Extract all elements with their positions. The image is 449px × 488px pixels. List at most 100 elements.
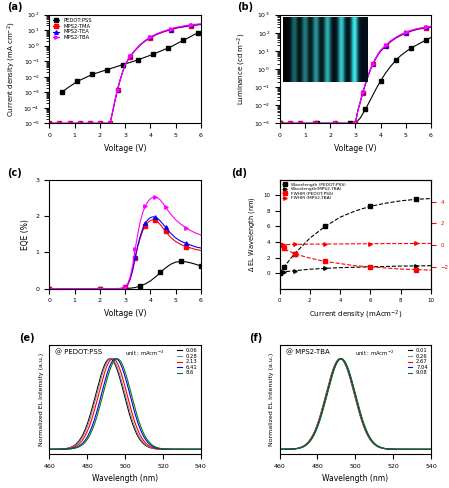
MPS2-TEA bbox=[130, 266, 136, 272]
MPS2-TEA bbox=[77, 121, 82, 126]
MPS2-TBA bbox=[145, 199, 150, 204]
MPS2-TMA bbox=[84, 285, 90, 291]
MPS2-TMA bbox=[153, 32, 158, 38]
MPS2-TEA bbox=[112, 98, 118, 103]
2.13 bbox=[171, 447, 176, 452]
MPS2-TEA bbox=[62, 121, 67, 126]
MPS2-TBA bbox=[115, 87, 120, 93]
0.26 bbox=[277, 447, 282, 452]
6.41 bbox=[129, 398, 134, 404]
MPS2-TBA bbox=[128, 53, 133, 59]
MPS2-TEA bbox=[123, 284, 128, 290]
Wavelength (PEDOT:PSS) bbox=[428, 196, 434, 202]
FWHM (PEDOT:PSS) bbox=[307, 255, 313, 261]
PEDOT:PSS bbox=[100, 68, 105, 74]
MPS2-TMA bbox=[102, 121, 108, 126]
0.01 bbox=[401, 447, 407, 452]
MPS2-TBA bbox=[153, 31, 158, 37]
FWHM (MPS2-TBA) bbox=[368, 241, 373, 246]
MPS2-TEA bbox=[97, 285, 102, 291]
MPS2-TEA bbox=[140, 225, 145, 231]
Wavelength(MPS2-TBA) bbox=[282, 269, 287, 275]
MPS2-TEA bbox=[135, 243, 141, 248]
MPS2-TEA bbox=[173, 235, 178, 241]
MPS2-TBA bbox=[100, 121, 105, 126]
PEDOT:PSS bbox=[198, 263, 203, 269]
MPS2-TBA bbox=[84, 121, 90, 126]
MPS2-TMA bbox=[143, 223, 148, 229]
9.08 bbox=[401, 447, 407, 452]
8.6 bbox=[198, 447, 203, 452]
MPS2-TMA bbox=[117, 77, 123, 83]
MPS2-TMA bbox=[148, 218, 153, 224]
Wavelength(MPS2-TBA) bbox=[299, 267, 305, 273]
MPS2-TEA bbox=[84, 121, 90, 126]
MPS2-TMA bbox=[178, 242, 183, 247]
MPS2-TMA bbox=[145, 220, 150, 225]
0.28 bbox=[171, 447, 176, 452]
MPS2-TBA bbox=[57, 121, 62, 126]
MPS2-TBA bbox=[62, 121, 67, 126]
MPS2-TMA bbox=[163, 228, 168, 234]
0.28 bbox=[120, 382, 125, 387]
MPS2-TMA bbox=[49, 121, 55, 126]
MPS2-TEA bbox=[75, 121, 80, 126]
MPS2-TEA bbox=[183, 241, 189, 246]
MPS2-TEA bbox=[145, 217, 150, 223]
MPS2-TBA bbox=[168, 211, 173, 217]
Wavelength(MPS2-TBA) bbox=[277, 270, 283, 276]
7.04 bbox=[401, 447, 407, 452]
MPS2-TMA bbox=[173, 25, 178, 31]
MPS2-TEA bbox=[132, 254, 138, 260]
9.08 bbox=[277, 447, 282, 452]
MPS2-TEA bbox=[100, 121, 105, 126]
MPS2-TBA bbox=[64, 121, 70, 126]
MPS2-TBA bbox=[158, 197, 163, 203]
9.08 bbox=[350, 381, 356, 386]
MPS2-TBA bbox=[107, 121, 113, 126]
MPS2-TEA bbox=[107, 121, 113, 126]
2.67 bbox=[349, 380, 355, 386]
FWHM (MPS2-TBA) bbox=[292, 242, 297, 247]
MPS2-TMA bbox=[57, 121, 62, 126]
PEDOT:PSS bbox=[168, 262, 173, 267]
PEDOT:PSS bbox=[47, 285, 52, 291]
Wavelength (PEDOT:PSS) bbox=[383, 200, 388, 206]
8.6 bbox=[171, 447, 176, 452]
MPS2-TEA bbox=[115, 87, 120, 93]
MPS2-TEA bbox=[163, 28, 168, 34]
9.08 bbox=[339, 356, 344, 362]
2.67 bbox=[277, 447, 282, 452]
Text: @ MPS2-TBA: @ MPS2-TBA bbox=[286, 348, 330, 355]
Text: unit : mAcm$^{-2}$: unit : mAcm$^{-2}$ bbox=[125, 348, 164, 358]
Line: PEDOT:PSS: PEDOT:PSS bbox=[60, 31, 200, 94]
MPS2-TEA bbox=[188, 22, 194, 28]
MPS2-TMA bbox=[87, 121, 92, 126]
MPS2-TEA bbox=[47, 285, 52, 291]
PEDOT:PSS bbox=[193, 262, 198, 267]
MPS2-TBA bbox=[95, 121, 100, 126]
8.6 bbox=[137, 421, 142, 427]
MPS2-TBA bbox=[168, 26, 173, 32]
PEDOT:PSS bbox=[137, 283, 143, 289]
MPS2-TEA bbox=[95, 121, 100, 126]
0.28 bbox=[195, 447, 200, 452]
PEDOT:PSS bbox=[158, 269, 163, 275]
PEDOT:PSS bbox=[163, 265, 168, 271]
FWHM (PEDOT:PSS) bbox=[278, 244, 284, 249]
MPS2-TMA bbox=[160, 225, 166, 231]
PEDOT:PSS bbox=[153, 274, 158, 280]
FWHM (PEDOT:PSS) bbox=[338, 261, 343, 266]
Legend: 0.01, 0.26, 2.67, 7.04, 9.08: 0.01, 0.26, 2.67, 7.04, 9.08 bbox=[407, 348, 428, 376]
PEDOT:PSS bbox=[105, 67, 110, 73]
PEDOT:PSS bbox=[132, 285, 138, 290]
MPS2-TMA bbox=[110, 110, 115, 116]
MPS2-TEA bbox=[148, 215, 153, 221]
9.08 bbox=[425, 447, 431, 452]
X-axis label: Current density (mAcm$^{-2}$): Current density (mAcm$^{-2}$) bbox=[308, 309, 402, 321]
2.67 bbox=[338, 356, 343, 362]
7.04 bbox=[428, 447, 434, 452]
MPS2-TBA bbox=[153, 194, 158, 200]
MPS2-TEA bbox=[153, 214, 158, 220]
7.04 bbox=[339, 356, 344, 362]
